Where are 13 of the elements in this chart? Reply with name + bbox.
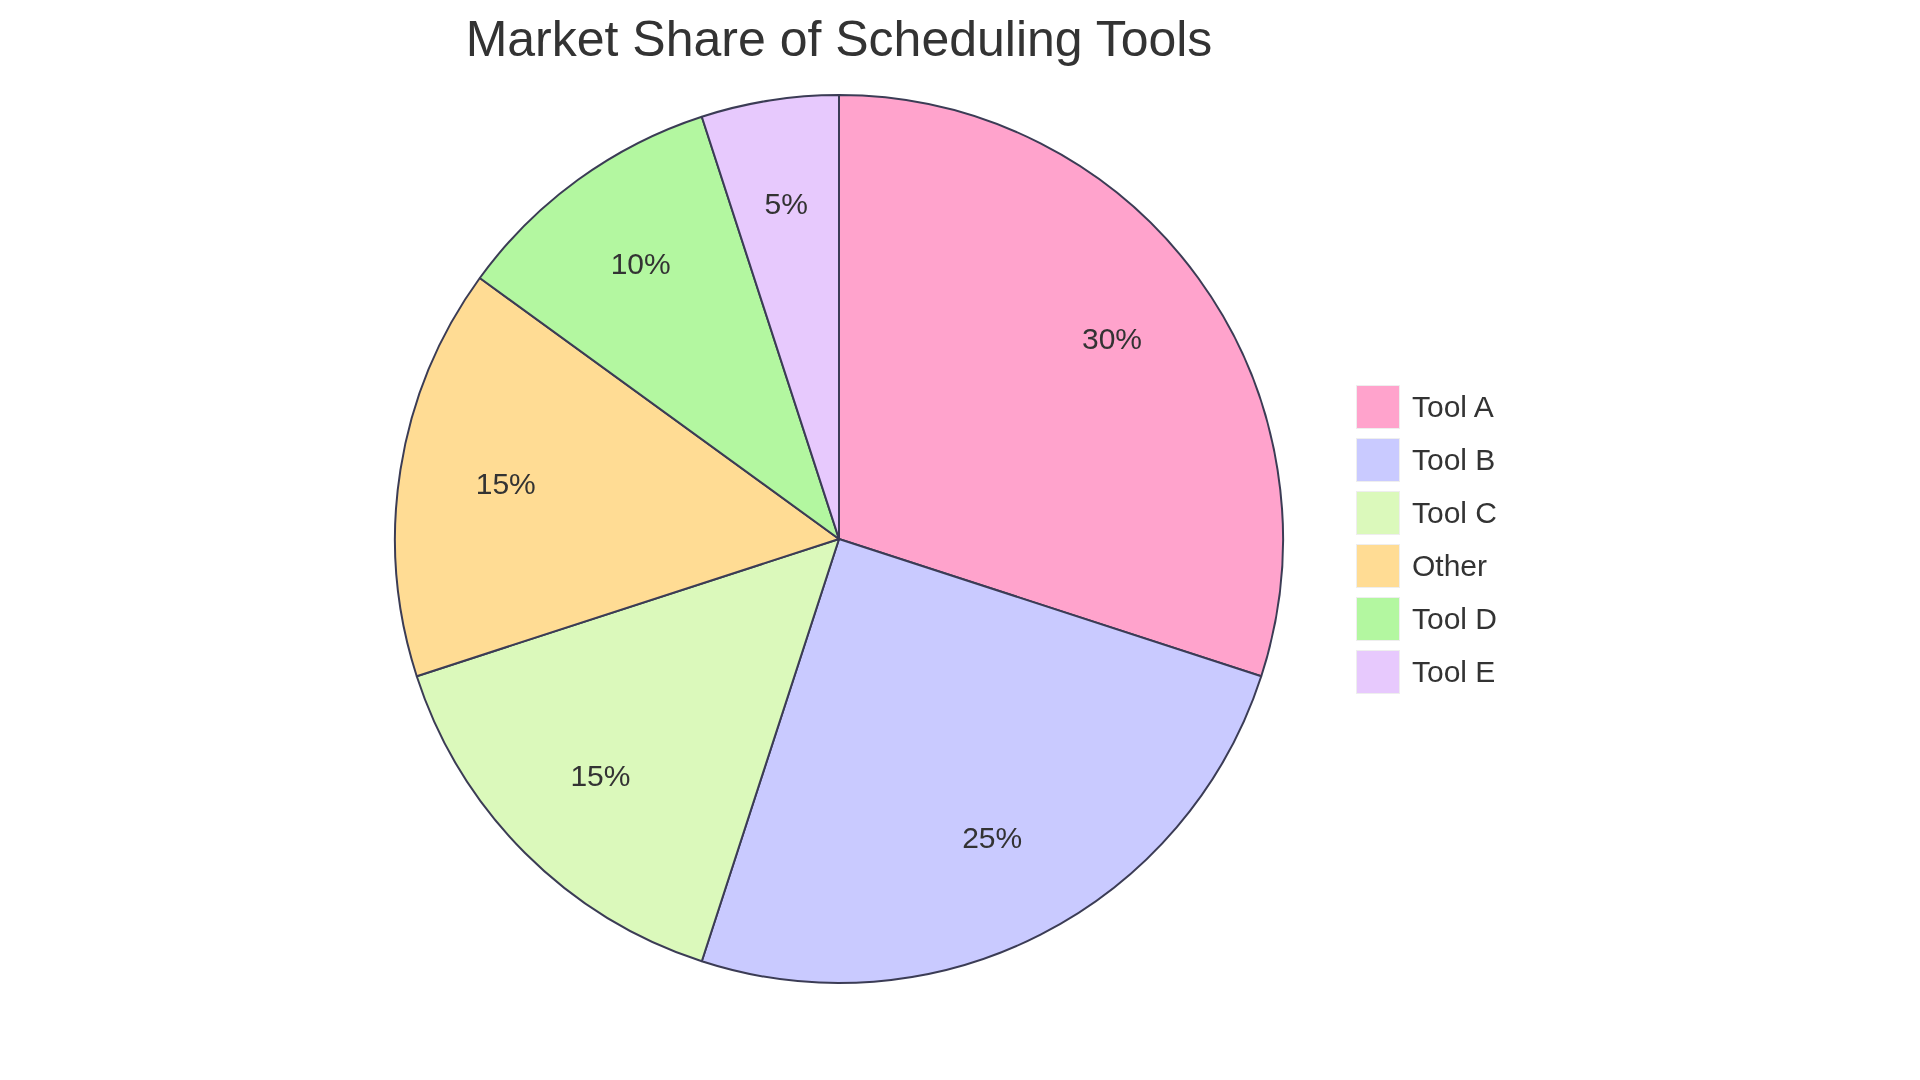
legend-label: Tool E [1412, 654, 1496, 689]
legend-label: Tool B [1412, 442, 1496, 477]
legend-label: Other [1412, 548, 1488, 583]
legend-label: Tool D [1412, 601, 1498, 636]
legend-label: Tool C [1412, 495, 1498, 530]
data-label: 25% [962, 820, 1023, 854]
data-label: 15% [570, 758, 631, 792]
chart-title: Market Share of Scheduling Tools [464, 10, 1214, 68]
data-label: 30% [1081, 321, 1143, 355]
legend-label: Tool A [1412, 389, 1494, 424]
data-label: 5% [764, 186, 808, 220]
data-label: 10% [610, 247, 671, 281]
data-label: 15% [475, 467, 536, 501]
